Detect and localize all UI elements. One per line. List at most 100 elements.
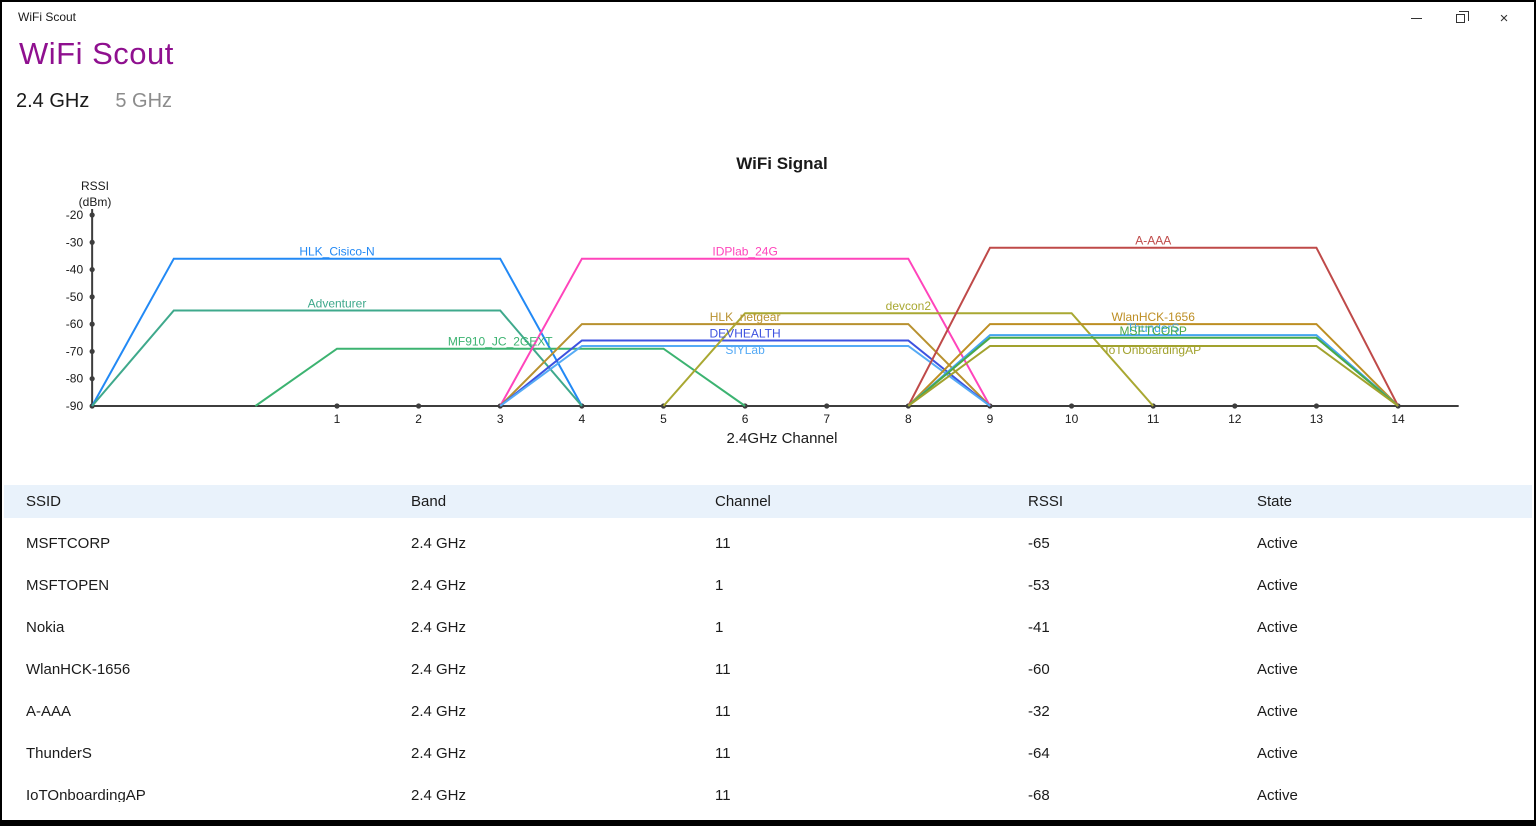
series-line-MF910_JC_2GEXT [254,347,746,407]
x-tick-label: 5 [660,412,667,426]
minimize-button[interactable] [1394,3,1438,33]
series-line-A-AAA [907,246,1399,407]
cell-channel: 11 [715,786,731,803]
y-axis-title-line1: RSSI [80,179,109,193]
y-tick-label: -70 [66,344,84,358]
cell-ssid: MSFTCORP [26,534,111,552]
cell-rssi: -60 [1028,660,1050,678]
cell-rssi: -32 [1028,702,1050,720]
y-axis-title: RSSI (dBm) [68,178,122,210]
series-line-HLK_Cisico-N [91,257,583,407]
x-tick-label: 4 [579,412,586,426]
cell-rssi: -64 [1028,744,1050,762]
y-tick-label: -20 [66,208,84,222]
x-tick-label: 6 [742,412,749,426]
series-label-A-AAA: A-AAA [1135,234,1171,248]
restore-icon [1455,10,1469,23]
y-tick-dot [89,239,95,245]
y-tick-label: -40 [66,263,84,277]
band-tabs: 2.4 GHz 5 GHz [16,90,172,113]
x-axis-title: 2.4GHz Channel [726,430,838,447]
x-tick-label: 10 [1065,412,1079,426]
x-tick-label: 1 [334,412,341,426]
series-line-MSFTCORP [907,336,1399,407]
cell-channel: 11 [715,660,731,678]
tab-2-4ghz[interactable]: 2.4 GHz [16,90,90,112]
x-tick-label: 2 [415,412,422,426]
series-label-MF910_JC_2GEXT: MF910_JC_2GEXT [448,335,553,349]
cell-band: 2.4 GHz [411,618,467,636]
window-controls: × [1394,2,1526,34]
x-tick-dot [416,403,422,409]
title-bar: WiFi Scout × [2,2,1534,34]
cell-band: 2.4 GHz [411,660,467,678]
cell-band: 2.4 GHz [411,744,467,762]
cell-rssi: -65 [1028,534,1050,552]
chart-title: WiFi Signal [736,154,828,173]
cell-state: Active [1257,786,1298,803]
series-label-HLK_netgear: HLK_netgear [710,310,781,324]
table-row[interactable]: MSFTOPEN 2.4 GHz 1 -53 Active [4,564,1532,606]
cell-channel: 11 [715,702,731,720]
column-header-ssid: SSID [26,493,62,510]
cell-rssi: -53 [1028,576,1050,594]
close-button[interactable]: × [1482,3,1526,33]
cell-channel: 11 [715,744,731,762]
series-line-IoTOnboardingAP [907,345,1399,407]
cell-channel: 1 [715,618,724,636]
table-row[interactable]: A-AAA 2.4 GHz 11 -32 Active [4,690,1532,732]
cell-ssid: A-AAA [26,702,72,720]
cell-ssid: IoTOnboardingAP [26,786,146,803]
y-tick-dot [89,348,95,355]
table-header-row: SSID Band Channel RSSI State [4,485,1532,518]
restore-button[interactable] [1438,3,1482,33]
y-tick-dot [89,321,95,327]
series-line-ThunderS [907,334,1399,407]
x-tick-label: 11 [1147,412,1160,426]
cell-state: Active [1257,702,1298,720]
x-tick-label: 3 [497,412,504,426]
y-tick-label: -90 [66,399,84,413]
series-label-devcon2: devcon2 [886,299,932,313]
y-tick-dot [89,266,95,273]
cell-channel: 1 [715,576,724,594]
cell-band: 2.4 GHz [411,786,467,803]
cell-ssid: MSFTOPEN [26,576,110,594]
series-label-ThunderS: ThunderS [1127,321,1180,335]
table-row[interactable]: Nokia 2.4 GHz 1 -41 Active [4,606,1532,648]
series-label-SIYLab: SIYLab [725,343,765,357]
minimize-icon [1410,17,1422,19]
table-row[interactable]: IoTOnboardingAP 2.4 GHz 11 -68 Active [4,774,1532,802]
network-table: SSID Band Channel RSSI State MSFTCORP 2.4… [4,485,1532,802]
y-axis-title-line2: (dBm) [78,195,112,209]
x-tick-label: 14 [1391,412,1405,426]
window-title: WiFi Scout [18,10,77,24]
x-tick-dot [1313,403,1320,409]
table-row[interactable]: WlanHCK-1656 2.4 GHz 11 -60 Active [4,648,1532,690]
y-tick-label: -60 [66,317,84,331]
cell-rssi: -41 [1028,618,1050,636]
y-tick-label: -80 [66,372,84,386]
series-line-IDPlab_24G [499,257,991,407]
x-tick-label: 13 [1310,412,1324,426]
series-label-HLK_Cisico-N: HLK_Cisico-N [299,245,374,259]
cell-ssid: WlanHCK-1656 [26,660,131,678]
series-label-WlanHCK-1656: WlanHCK-1656 [1112,310,1196,324]
cell-ssid: ThunderS [26,744,92,762]
y-tick-dot [89,294,95,300]
close-icon: × [1499,9,1509,27]
table-body: MSFTCORP 2.4 GHz 11 -65 Active MSFTOPEN 2.4 GH… [4,522,1532,802]
column-header-rssi: RSSI [1028,493,1064,510]
x-tick-dot [824,403,830,409]
series-line-DEVHEALTH [499,339,991,407]
series-label-MSFTCORP: MSFTCORP [1120,324,1187,338]
series-label-IDPlab_24G: IDPlab_24G [712,245,777,259]
cell-state: Active [1257,534,1298,552]
table-row[interactable]: ThunderS 2.4 GHz 11 -64 Active [4,732,1532,774]
series-line-Adventurer [91,309,583,407]
table-row[interactable]: MSFTCORP 2.4 GHz 11 -65 Active [4,522,1532,564]
tab-5ghz[interactable]: 5 GHz [115,90,173,112]
column-header-state: State [1257,493,1293,510]
series-label-Adventurer: Adventurer [308,297,367,311]
